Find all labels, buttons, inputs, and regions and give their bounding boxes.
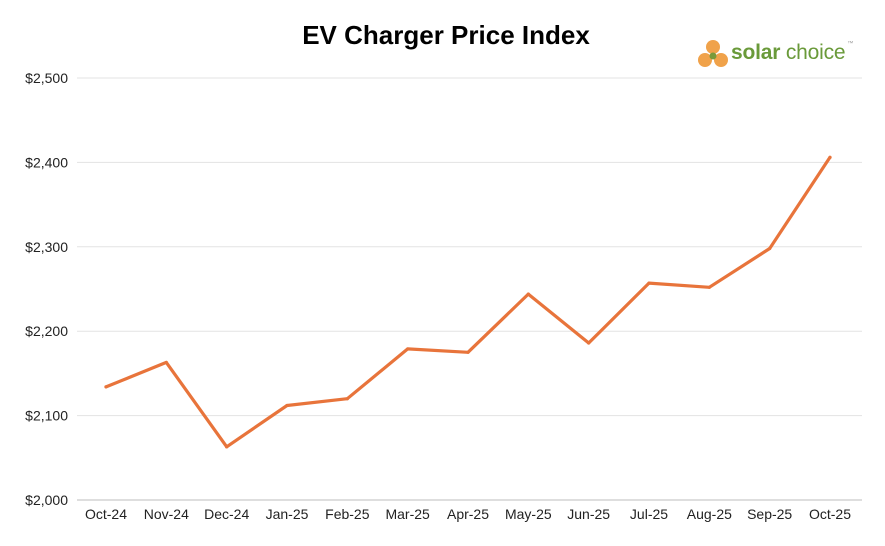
x-tick-label: Mar-25 [385,506,430,522]
data-point [768,246,772,251]
solar-choice-logo: solar choice ™ [697,38,853,72]
x-tick-label: Aug-25 [687,506,732,522]
data-point [707,285,711,289]
data-point [406,347,410,351]
x-tick-label: Jul-25 [630,506,668,522]
data-point [647,281,651,285]
x-tick-label: May-25 [505,506,552,522]
logo-wordmark: solar choice ™ [731,41,853,65]
x-tick-label: Jun-25 [567,506,610,522]
data-point [164,360,168,365]
y-tick-label: $2,100 [25,408,68,424]
y-tick-label: $2,200 [25,323,68,339]
series-line [104,155,832,449]
data-point [828,155,832,159]
data-point [466,350,470,354]
x-tick-label: Feb-25 [325,506,370,522]
y-tick-label: $2,400 [25,154,68,170]
chart-title: EV Charger Price Index [302,20,590,50]
logo-word-choice: choice [785,41,846,64]
x-tick-label: Dec-24 [204,506,249,522]
x-tick-label: Nov-24 [144,506,189,522]
logo-word-solar: solar [731,41,781,64]
y-tick-label: $2,000 [25,492,68,508]
data-point [104,385,108,389]
y-tick-label: $2,300 [25,239,68,255]
x-tick-label: Oct-25 [809,506,851,522]
x-tick-label: Apr-25 [447,506,489,522]
data-point [587,341,591,345]
data-point [225,445,229,449]
data-point [526,292,530,296]
x-tick-label: Oct-24 [85,506,127,522]
y-tick-label: $2,500 [25,70,68,86]
x-tick-label: Sep-25 [747,506,792,522]
data-point [345,397,349,401]
x-tick-label: Jan-25 [266,506,309,522]
data-point [285,403,289,408]
logo-trademark: ™ [847,41,854,47]
sun-logo-icon [698,40,728,67]
